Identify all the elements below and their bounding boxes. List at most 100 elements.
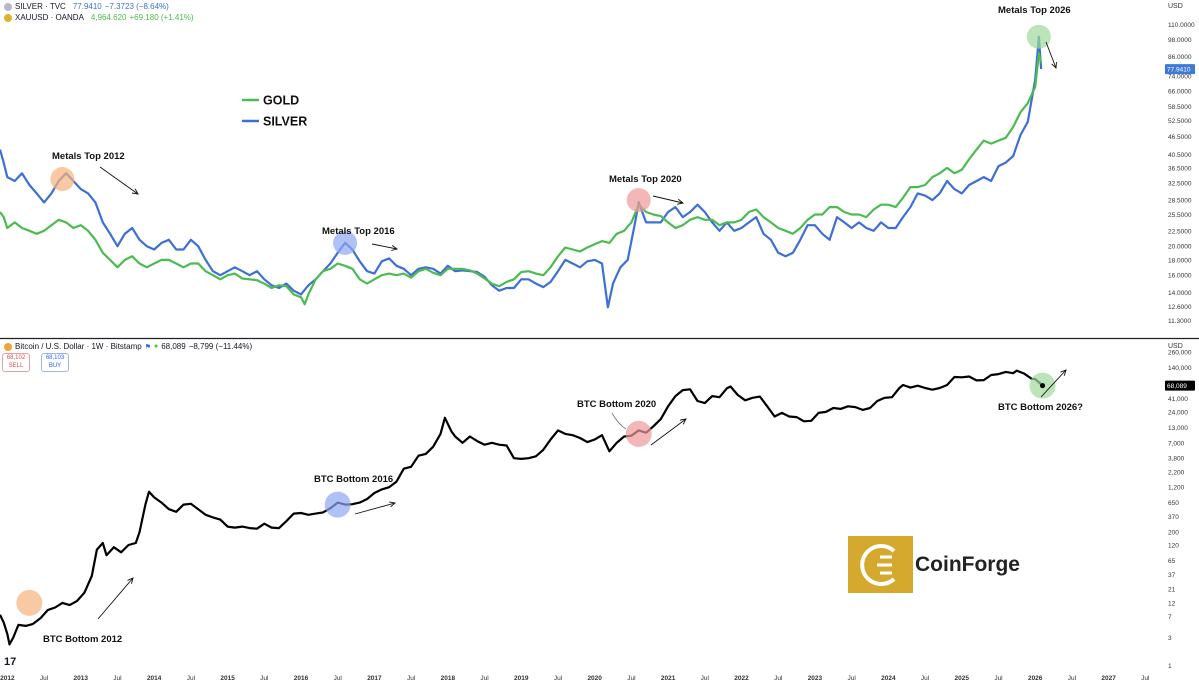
x-tick-8: 2016	[294, 675, 309, 682]
silver-legend[interactable]: SILVER · TVC 77.9410 −7.3723 (−8.64%)	[4, 2, 169, 11]
btc-y-tick-6: 7,000	[1168, 440, 1185, 447]
x-tick-6: 2015	[220, 675, 235, 682]
btc-annotation-0: BTC Bottom 2012	[43, 634, 122, 645]
metals-marker-1	[333, 230, 358, 255]
btc-y-tick-8: 2,200	[1168, 469, 1185, 476]
x-tick-12: 2018	[441, 675, 456, 682]
btc-annotation-3: BTC Bottom 2026?	[998, 402, 1083, 413]
btc-chart: 260,000140,00075,00041,00024,00013,0007,…	[0, 350, 1195, 670]
gold-legend[interactable]: XAUUSD · OANDA 4,964.620 +69.180 (+1.41%…	[4, 13, 194, 22]
x-tick-9: Jul	[334, 675, 343, 682]
x-tick-1: Jul	[40, 675, 49, 682]
btc-y-tick-20: 1	[1168, 663, 1172, 670]
metals-arrow-3	[1045, 41, 1057, 69]
btc-arrow-0	[97, 577, 134, 620]
sell-label: SELL	[8, 363, 24, 369]
x-tick-7: Jul	[260, 675, 269, 682]
metals-series-gold	[0, 52, 1043, 306]
gold-value: 4,964.620	[90, 13, 127, 22]
metals-y-tick-17: 14.0000	[1168, 290, 1192, 297]
x-tick-25: Jul	[921, 675, 930, 682]
btc-annotation-2: BTC Bottom 2020	[577, 399, 656, 410]
btc-price-tag-text: 68,089	[1167, 383, 1187, 390]
logo-mark	[848, 536, 913, 593]
x-tick-16: 2020	[587, 675, 602, 682]
metals-annotation-0: Metals Top 2012	[52, 151, 125, 162]
metals-y-tick-6: 52.5000	[1168, 118, 1192, 125]
btc-marker-2	[625, 420, 652, 447]
buy-button[interactable]: 68,103 BUY	[41, 353, 69, 372]
x-tick-24: 2024	[881, 675, 896, 682]
btc-arrow-2	[650, 418, 687, 446]
btc-arrow-head-2	[680, 418, 687, 425]
x-tick-15: Jul	[554, 675, 563, 682]
metals-y-tick-1: 98.0000	[1168, 37, 1192, 44]
x-tick-18: 2021	[661, 675, 676, 682]
coinforge-logo: CoinForge	[848, 536, 1020, 593]
metals-y-tick-13: 22.5000	[1168, 228, 1192, 235]
btc-legend[interactable]: Bitcoin / U.S. Dollar · 1W · Bitstamp ⚑ …	[4, 342, 252, 351]
btc-series-bitcoin-u-s-dollar	[0, 369, 1044, 646]
btc-pointer-2020	[611, 412, 627, 430]
metals-marker-2	[626, 188, 651, 213]
btc-value: 68,089	[161, 342, 186, 351]
buy-price: 68,103	[45, 355, 65, 361]
metals-y-tick-5: 58.5000	[1168, 104, 1192, 111]
metals-y-tick-8: 40.5000	[1168, 152, 1192, 159]
metals-y-tick-4: 66.0000	[1168, 88, 1192, 95]
x-tick-28: 2026	[1028, 675, 1043, 682]
metals-y-tick-12: 25.5000	[1168, 212, 1192, 219]
btc-y-tick-9: 1,200	[1168, 485, 1185, 492]
x-tick-0: 2012	[0, 675, 15, 682]
btc-y-tick-0: 260,000	[1168, 350, 1192, 357]
x-tick-13: Jul	[480, 675, 489, 682]
metals-y-tick-0: 110.0000	[1168, 22, 1195, 29]
silver-change: −7.3723 (−8.64%)	[104, 2, 169, 11]
btc-y-tick-18: 7	[1168, 614, 1172, 621]
metals-y-tick-3: 74.0000	[1168, 73, 1192, 80]
x-tick-11: Jul	[407, 675, 416, 682]
btc-y-tick-11: 370	[1168, 514, 1179, 521]
x-tick-10: 2017	[367, 675, 382, 682]
metals-price-tag-text: 77.9410	[1167, 67, 1191, 74]
silver-symbol-icon	[4, 2, 12, 11]
btc-last-point	[1040, 383, 1046, 389]
btc-price-tag	[1165, 380, 1195, 391]
x-tick-21: Jul	[774, 675, 783, 682]
dot-icon: ●	[153, 343, 159, 350]
metals-y-tick-7: 46.5000	[1168, 134, 1192, 141]
x-tick-20: 2022	[734, 675, 749, 682]
btc-y-tick-1: 140,000	[1168, 365, 1192, 372]
btc-y-tick-15: 37	[1168, 572, 1176, 579]
silver-value: 77.9410	[72, 2, 102, 11]
metals-y-tick-18: 12.6000	[1168, 304, 1192, 311]
sell-button[interactable]: 68,102 SELL	[2, 353, 30, 372]
metals-y-tick-19: 11.3000	[1168, 318, 1191, 325]
btc-y-tick-12: 200	[1168, 530, 1179, 537]
x-tick-31: Jul	[1141, 675, 1150, 682]
metals-y-tick-2: 86.0000	[1168, 54, 1192, 61]
top-unit-label: USD	[1168, 3, 1183, 10]
btc-y-tick-5: 13,000	[1168, 425, 1188, 432]
btc-symbol: Bitcoin / U.S. Dollar · 1W · Bitstamp	[15, 342, 142, 351]
btc-change: −8,799 (−11.44%)	[188, 342, 253, 351]
metals-annotation-2: Metals Top 2020	[609, 174, 682, 185]
btc-y-tick-19: 3	[1168, 635, 1172, 642]
x-tick-22: 2023	[808, 675, 823, 682]
btc-y-tick-10: 650	[1168, 500, 1179, 507]
btc-marker-0	[16, 589, 43, 616]
metals-y-tick-10: 32.5000	[1168, 180, 1192, 187]
metals-series-silver	[0, 35, 1043, 309]
buy-label: BUY	[48, 363, 62, 369]
metals-arrow-1	[371, 243, 398, 250]
metals-chart: 110.0000 98.0000 86.0000 74.0000 66.0000 58.5…	[0, 5, 1195, 325]
btc-annotation-1: BTC Bottom 2016	[314, 474, 393, 485]
metals-arrow-head-1	[391, 245, 399, 251]
metals-annotation-3: Metals Top 2026	[998, 5, 1071, 16]
x-tick-5: Jul	[187, 675, 196, 682]
logo-text: CoinForge	[915, 552, 1020, 576]
gold-symbol: XAUUSD · OANDA	[15, 13, 84, 22]
btc-arrow-head-1	[389, 501, 396, 508]
metals-y-tick-11: 28.5000	[1168, 198, 1192, 205]
